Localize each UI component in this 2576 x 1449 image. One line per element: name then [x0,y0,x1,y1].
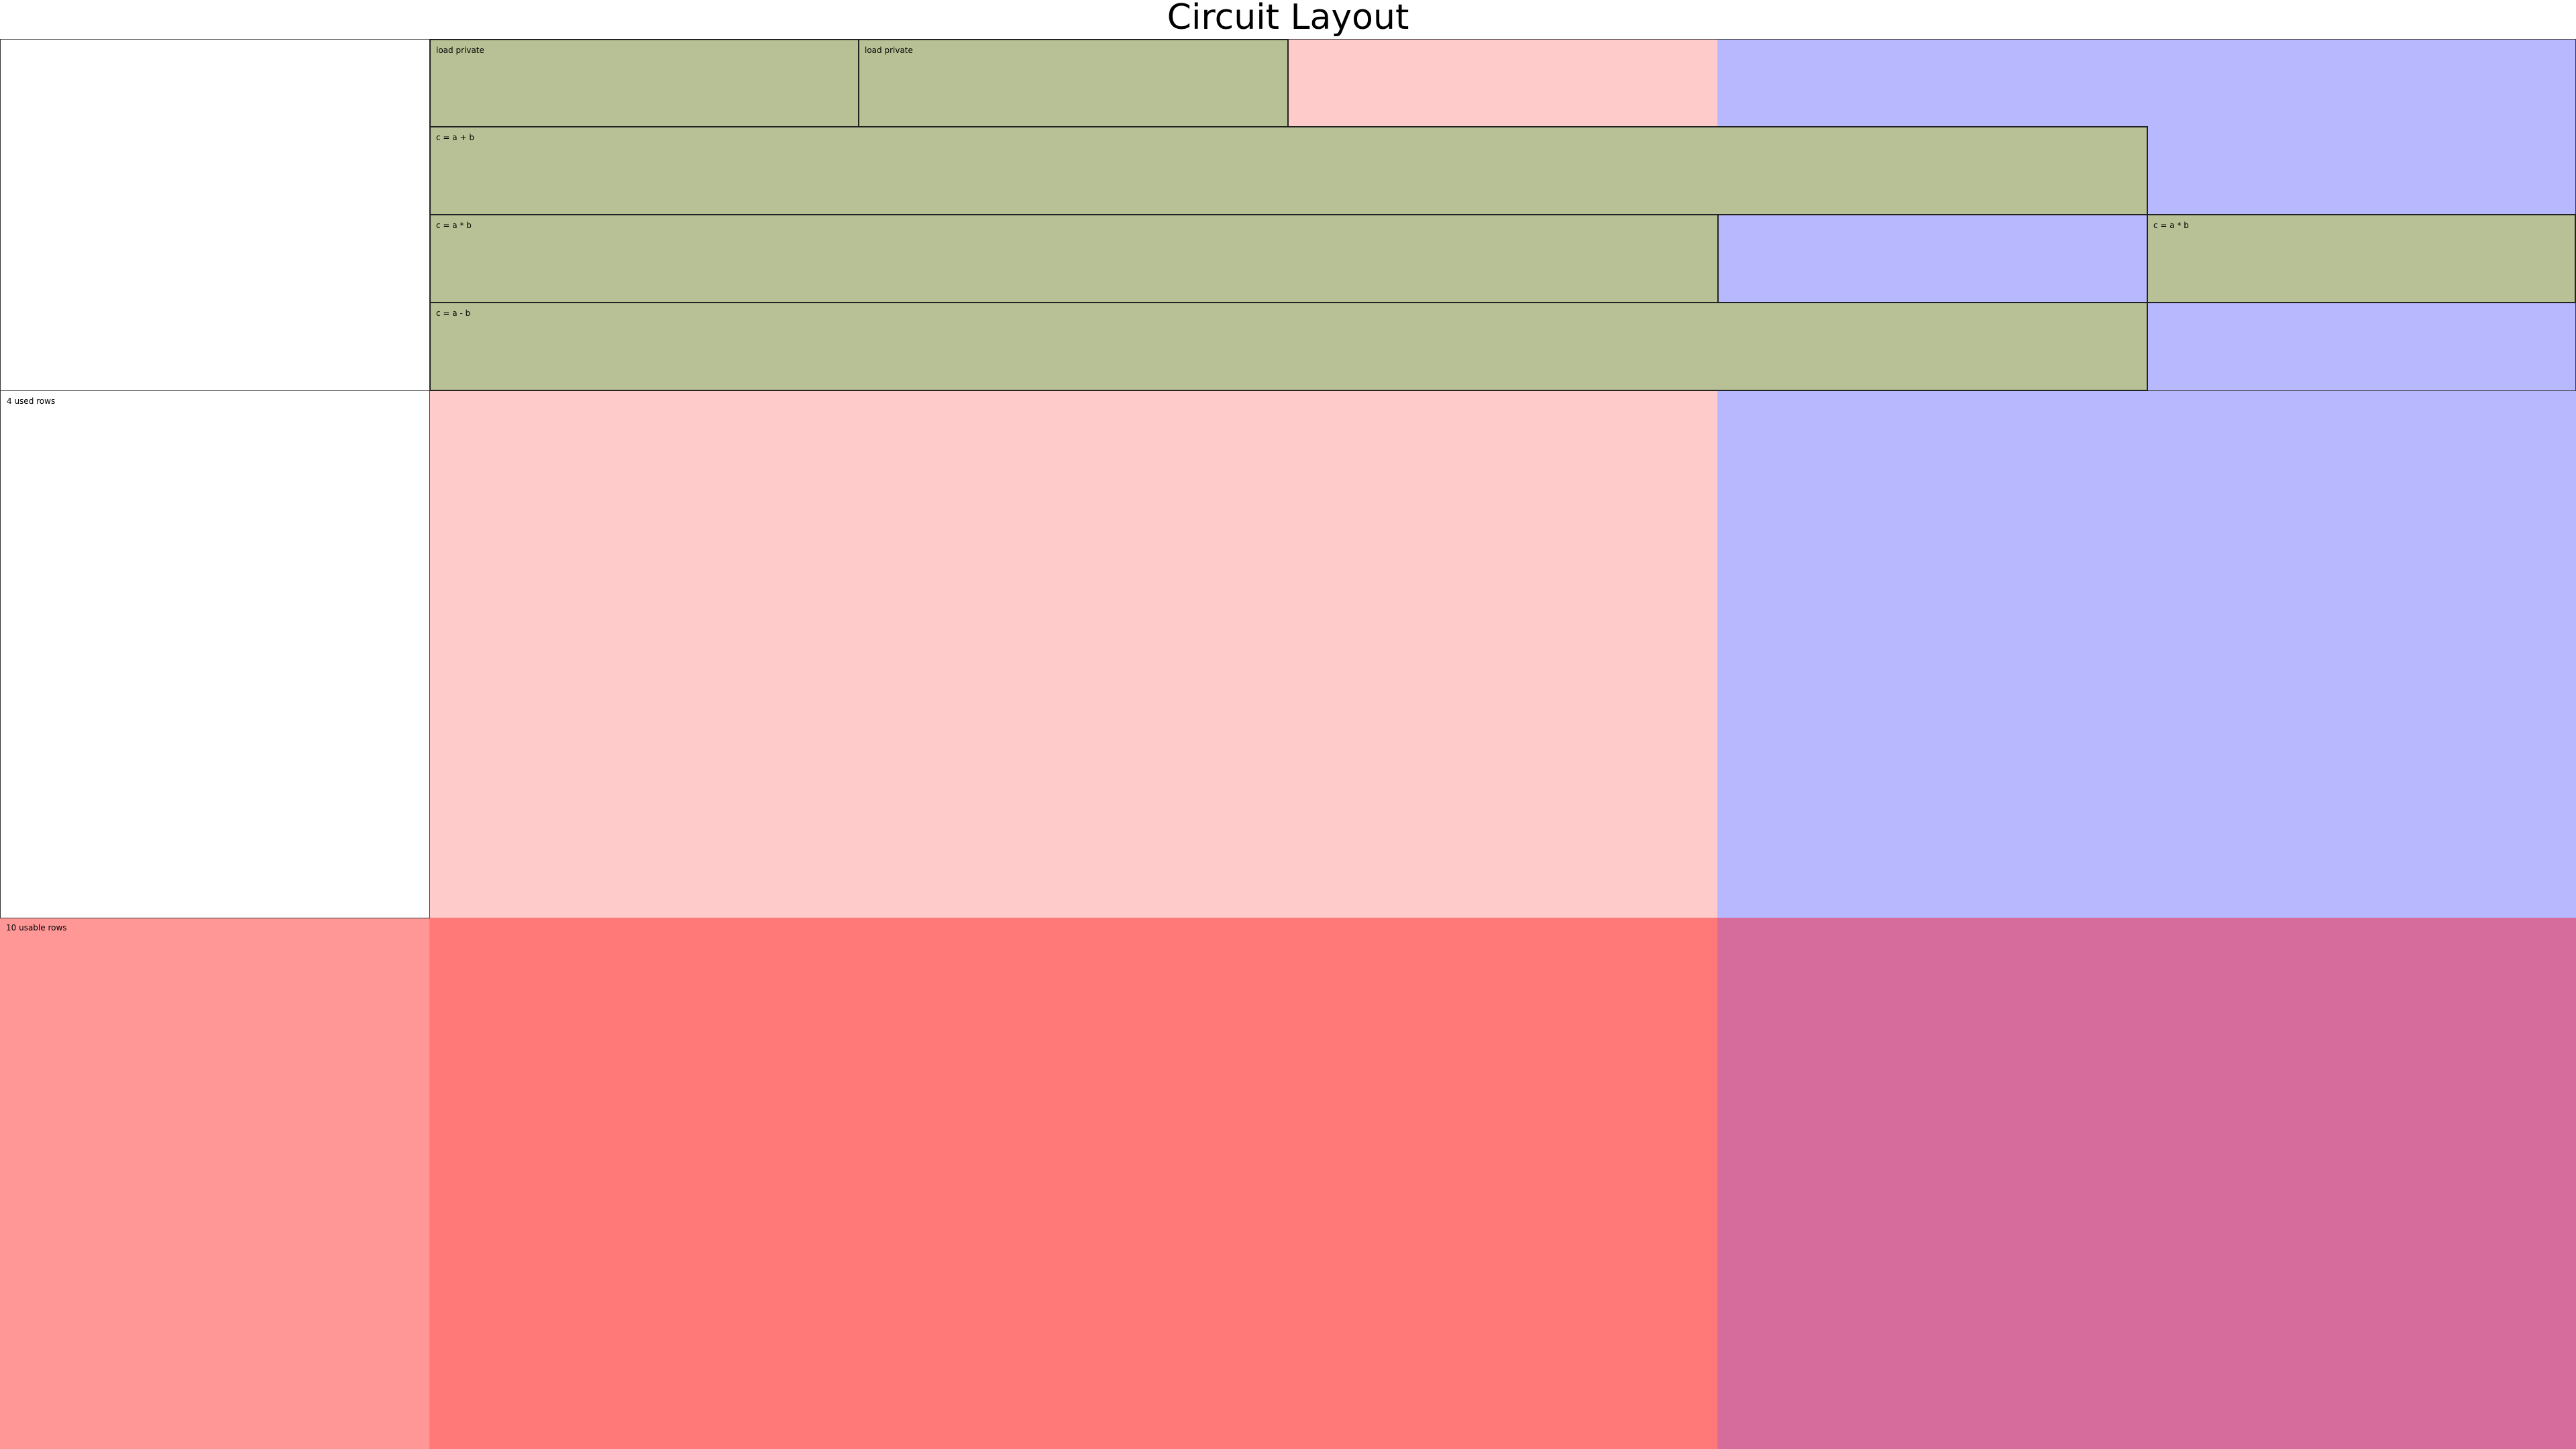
fixed-cell-gap [1717,214,2148,303]
load-private-region-2: load private [858,39,1289,127]
selector-column-used [0,39,429,918]
usable-rows-label: 10 usable rows [6,923,67,932]
used-rows-frame: 4 used rows [0,390,430,918]
mul-region-1: c = a * b [429,214,1719,303]
region-label: c = a * b [436,221,472,230]
fixed-column-unusable [1717,918,2576,1449]
sub-region: c = a - b [429,302,2148,391]
used-rows-label: 4 used rows [7,396,56,406]
region-label: c = a + b [436,133,474,142]
region-label: load private [436,46,484,55]
circuit-layout-grid: load private load private c = a + b c = … [0,39,2576,1449]
add-region: c = a + b [429,126,2148,215]
usable-rows-label-area: 10 usable rows [0,918,429,1449]
load-private-region-1: load private [429,39,859,127]
advice-column-unusable [429,918,1717,1449]
region-label: c = a - b [436,309,471,318]
circuit-layout-title: Circuit Layout [1167,0,1409,38]
region-label: load private [865,46,913,55]
region-label: c = a * b [2153,221,2189,230]
selector-column-unusable [0,918,429,1449]
mul-region-2: c = a * b [2147,214,2576,303]
